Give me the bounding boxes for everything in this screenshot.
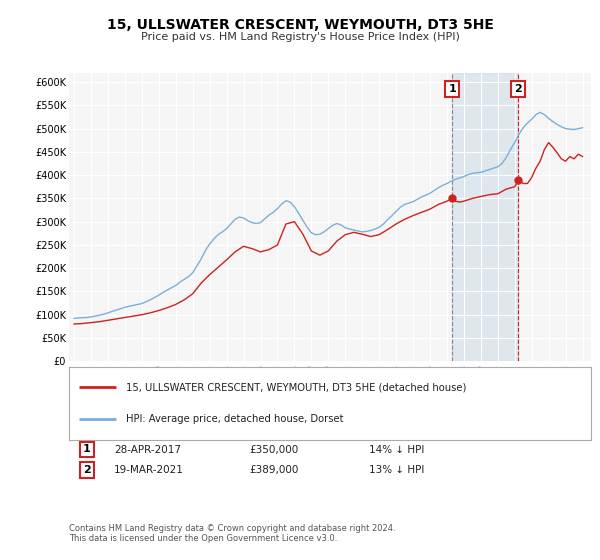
Text: HPI: Average price, detached house, Dorset: HPI: Average price, detached house, Dors… — [127, 414, 344, 424]
Text: 15, ULLSWATER CRESCENT, WEYMOUTH, DT3 5HE (detached house): 15, ULLSWATER CRESCENT, WEYMOUTH, DT3 5H… — [127, 382, 467, 392]
Text: 1: 1 — [448, 83, 456, 94]
Text: 19-MAR-2021: 19-MAR-2021 — [114, 465, 184, 475]
Text: 1: 1 — [83, 445, 91, 454]
Text: Contains HM Land Registry data © Crown copyright and database right 2024.
This d: Contains HM Land Registry data © Crown c… — [69, 524, 395, 543]
Text: £350,000: £350,000 — [249, 445, 298, 455]
Text: £389,000: £389,000 — [249, 465, 298, 475]
Text: 14% ↓ HPI: 14% ↓ HPI — [369, 445, 424, 455]
Text: 2: 2 — [83, 465, 91, 475]
Text: 28-APR-2017: 28-APR-2017 — [114, 445, 181, 455]
Text: 15, ULLSWATER CRESCENT, WEYMOUTH, DT3 5HE: 15, ULLSWATER CRESCENT, WEYMOUTH, DT3 5H… — [107, 18, 493, 32]
Bar — [452, 73, 518, 361]
Text: 13% ↓ HPI: 13% ↓ HPI — [369, 465, 424, 475]
Text: 2: 2 — [514, 83, 522, 94]
Text: Price paid vs. HM Land Registry's House Price Index (HPI): Price paid vs. HM Land Registry's House … — [140, 32, 460, 42]
